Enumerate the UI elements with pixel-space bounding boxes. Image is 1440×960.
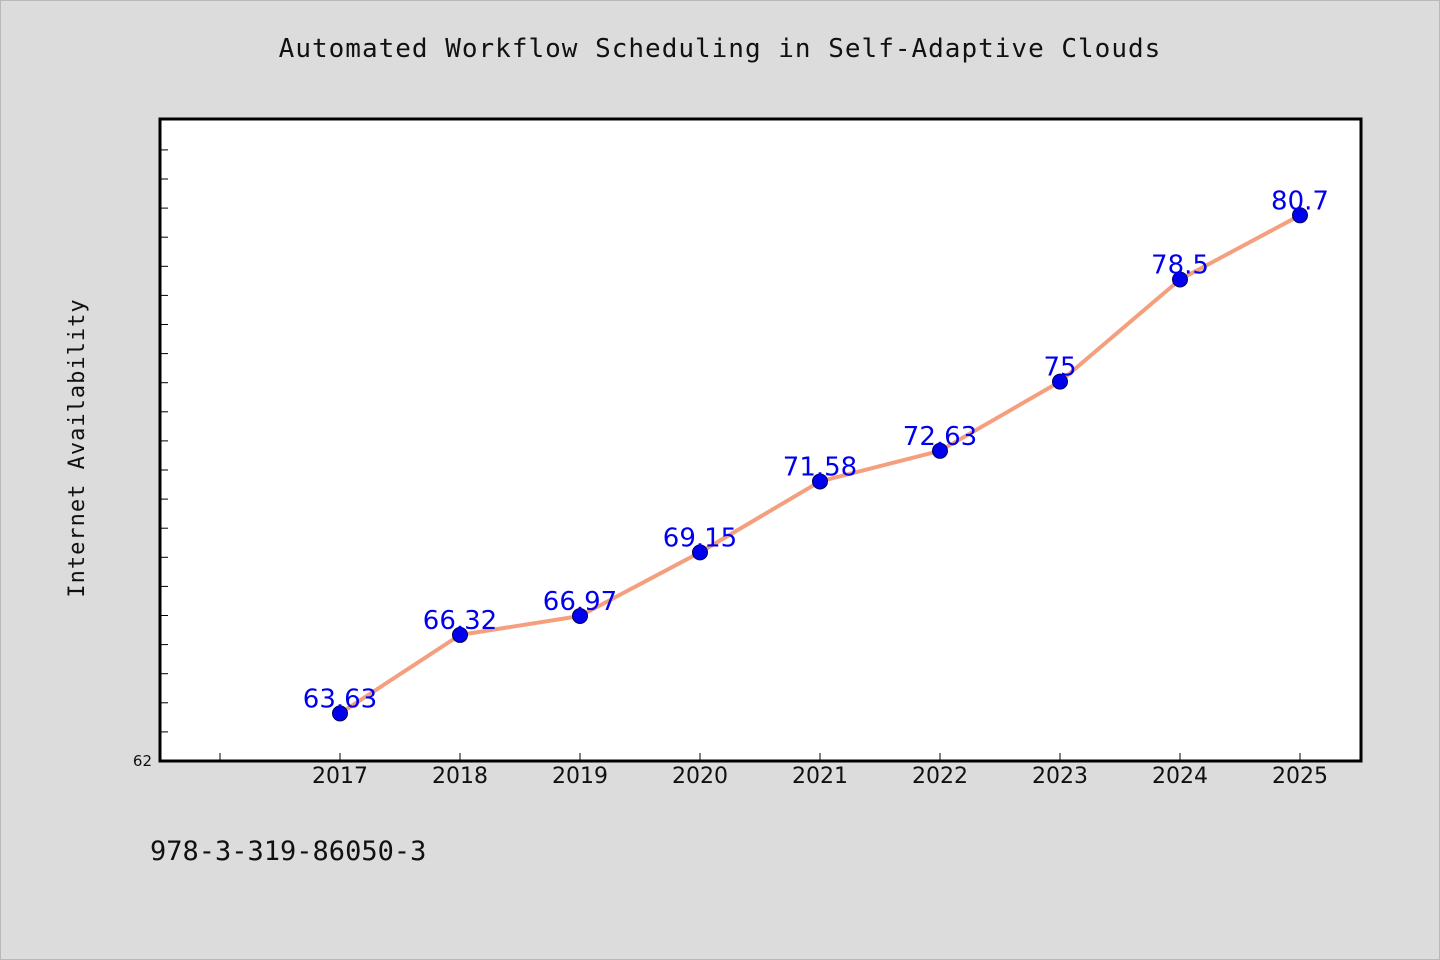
x-tick-label-2023: 2023 [1032,764,1088,789]
data-label-2020: 69.15 [663,523,737,553]
data-label-2019: 66.97 [543,587,617,617]
data-label-2018: 66.32 [423,606,497,636]
data-labels: 63.63 66.32 66.97 69.15 71.58 72.63 75 78.5 80.7 [303,186,1329,714]
footnote-isbn: 978-3-319-86050-3 [150,836,427,867]
data-label-2022: 72.63 [903,422,977,452]
plot-area [158,117,1363,763]
data-point-2018 [452,626,468,643]
y-axis-label: Internet Availability [65,298,90,597]
data-point-2019 [572,607,588,624]
data-label-2023: 75 [1043,353,1076,383]
x-tick-label-2018: 2018 [432,764,488,789]
x-tick-label-2020: 2020 [672,764,728,789]
x-axis-tick-labels: 2017 2018 2019 2020 2021 2022 2023 2024 2025 [312,764,1328,789]
data-point-2017 [332,705,348,722]
x-tick-label-2022: 2022 [912,764,968,789]
x-axis-ticks [219,753,1301,761]
data-point-2020 [692,544,708,561]
data-points [332,207,1308,722]
data-point-2022 [932,442,948,459]
y-axis-min-label: 62 [133,752,152,770]
data-label-2021: 71.58 [783,452,857,482]
chart-title: Automated Workflow Scheduling in Self-Ad… [278,34,1162,64]
data-point-2025 [1292,207,1308,224]
x-tick-label-2019: 2019 [552,764,608,789]
data-label-2024: 78.5 [1151,251,1209,281]
x-tick-label-2025: 2025 [1272,764,1328,789]
data-point-2023 [1052,373,1068,390]
data-point-2024 [1172,271,1188,288]
x-tick-label-2024: 2024 [1152,764,1208,789]
y-axis-ticks [160,149,168,762]
data-point-2021 [812,473,828,490]
x-tick-label-2017: 2017 [312,764,368,789]
x-tick-label-2021: 2021 [792,764,848,789]
data-label-2017: 63.63 [303,684,377,714]
data-label-2025: 80.7 [1271,186,1329,216]
